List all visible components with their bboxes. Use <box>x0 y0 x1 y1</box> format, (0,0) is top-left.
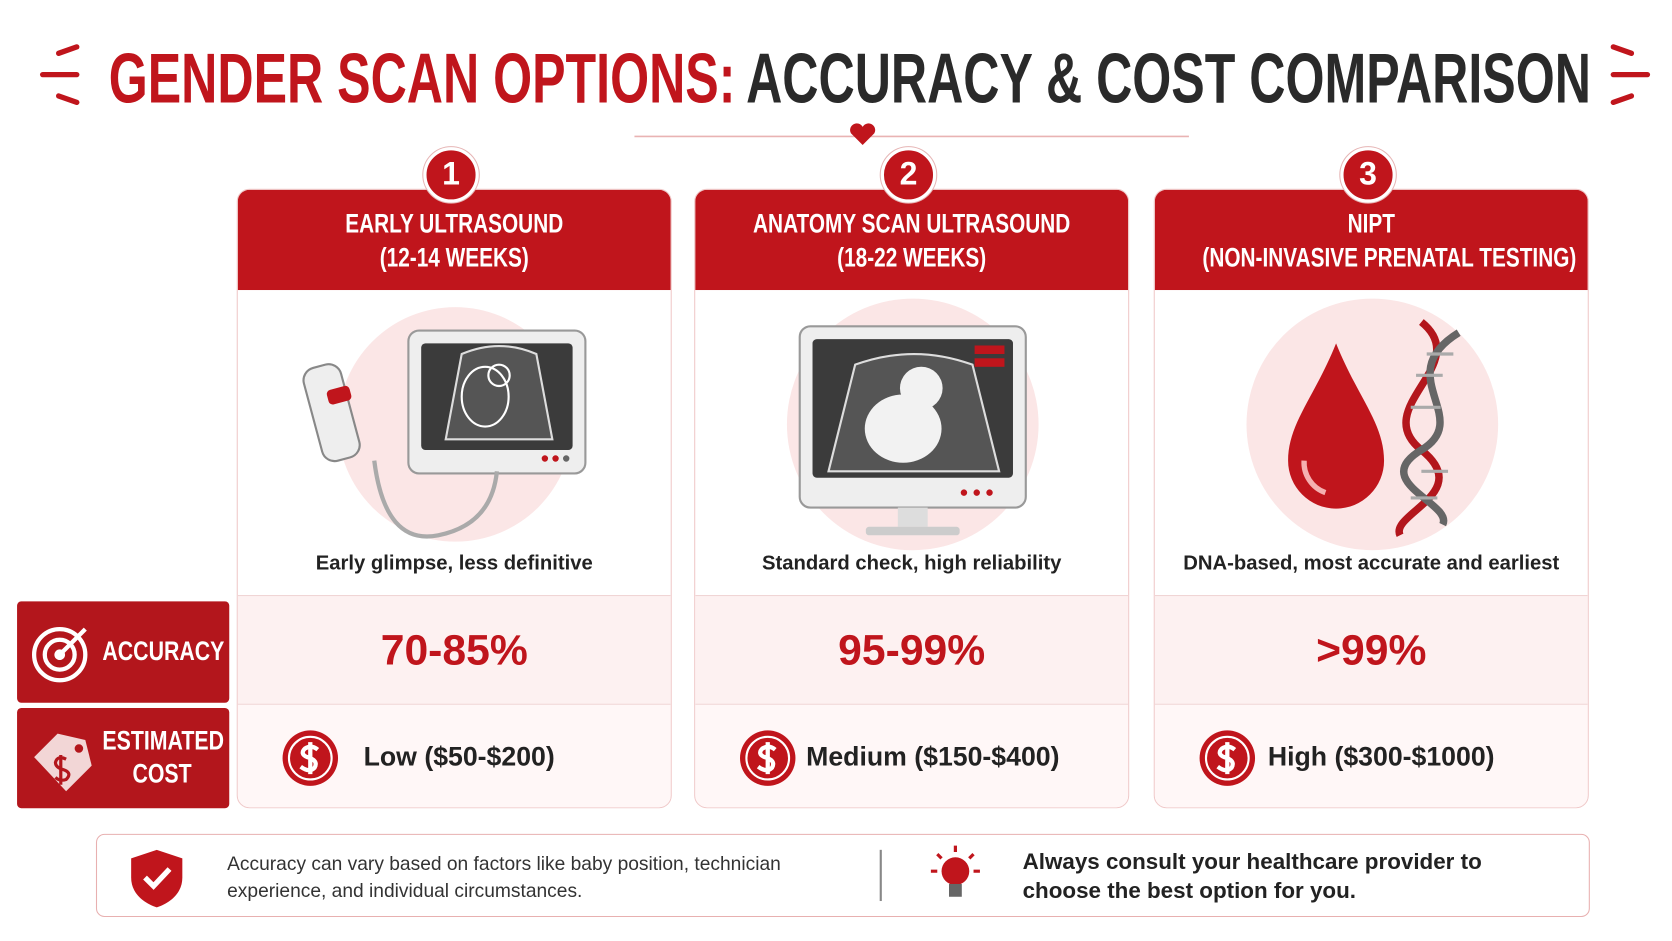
option-name: EARLY ULTRASOUND <box>345 208 564 239</box>
dollar-icon <box>740 730 796 786</box>
shield-icon <box>131 849 183 908</box>
option-accuracy: 70-85% <box>237 594 671 705</box>
row-label: ACCURACY <box>102 636 225 667</box>
option-description: Early glimpse, less definitive <box>315 552 593 575</box>
title-bar: GENDER SCAN OPTIONS:ACCURACY & COST COMP… <box>39 38 1651 146</box>
title-part: GENDER SCAN OPTIONS: <box>109 38 736 117</box>
accuracy-label: ACCURACY <box>17 601 230 703</box>
option-card: NIPT (NON-INVASIVE PRENATAL TESTING) DNA-… <box>1153 188 1589 809</box>
option-cost: Medium ($150-$400) <box>806 742 1060 773</box>
card-header: ANATOMY SCAN ULTRASOUND (18-22 WEEKS) <box>695 189 1129 291</box>
title-part: ACCURACY & COST COMPARISON <box>746 38 1591 117</box>
cost-row: Low ($50-$200) <box>237 704 671 808</box>
option-number: 1 <box>423 147 479 203</box>
option-timing: (NON-INVASIVE PRENATAL TESTING) <box>1202 243 1577 273</box>
illustration <box>238 290 671 552</box>
footer: Accuracy can vary based on factors like … <box>95 833 1590 918</box>
tag-icon <box>34 733 92 792</box>
option-timing: (12-14 WEEKS) <box>379 243 529 273</box>
divider <box>879 849 882 902</box>
option-description: DNA-based, most accurate and earliest <box>1183 552 1560 575</box>
dollar-icon <box>282 730 339 786</box>
option-description: Standard check, high reliability <box>761 552 1062 575</box>
footer-note: Accuracy can vary based on factors like … <box>227 853 781 902</box>
option-accuracy: 95-99% <box>695 594 1129 705</box>
title: GENDER SCAN OPTIONS:ACCURACY & COST COMP… <box>109 38 1591 117</box>
cost-row: High ($300-$1000) <box>1154 704 1588 808</box>
option-card: EARLY ULTRASOUND (12-14 WEEKS) Early glim… <box>236 188 672 809</box>
option-accuracy: >99% <box>1154 594 1588 705</box>
card-header: EARLY ULTRASOUND (12-14 WEEKS) <box>237 189 671 291</box>
footer-tip: Always consult your healthcare provider … <box>1022 849 1482 904</box>
option-number: 2 <box>880 147 937 203</box>
option-card: ANATOMY SCAN ULTRASOUND (18-22 WEEKS) Sta… <box>694 188 1130 809</box>
option-cost: Low ($50-$200) <box>363 742 555 773</box>
row-label: ESTIMATED COST <box>102 726 225 790</box>
option-cost: High ($300-$1000) <box>1267 742 1495 773</box>
bulb-icon <box>930 845 980 897</box>
cost-row: Medium ($150-$400) <box>695 704 1129 808</box>
target-icon <box>31 626 88 683</box>
option-timing: (18-22 WEEKS) <box>837 243 987 273</box>
option-number: 3 <box>1340 147 1396 203</box>
card-header: NIPT (NON-INVASIVE PRENATAL TESTING) <box>1154 189 1588 291</box>
option-name: NIPT <box>1347 208 1395 239</box>
cost-label: ESTIMATED COST <box>17 708 230 809</box>
illustration <box>1155 290 1588 552</box>
illustration <box>695 290 1128 552</box>
dollar-icon <box>1199 730 1256 786</box>
option-name: ANATOMY SCAN ULTRASOUND <box>753 208 1071 239</box>
